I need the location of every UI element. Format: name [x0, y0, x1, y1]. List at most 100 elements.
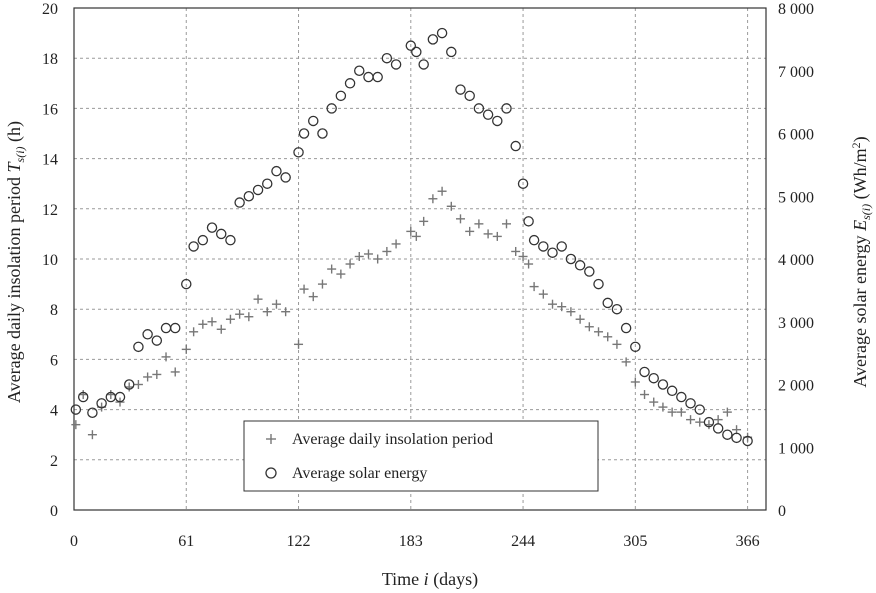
data-point-solar-energy [271, 165, 282, 177]
data-point-insolation [225, 314, 235, 324]
y-left-tick-label: 4 [50, 403, 58, 420]
legend-marker-plus [266, 434, 276, 444]
data-point-solar-energy [528, 234, 540, 246]
legend-label-insolation: Average daily insolation period [292, 431, 493, 448]
data-point-solar-energy [731, 432, 742, 444]
data-point-insolation [152, 369, 162, 379]
data-point-insolation [704, 420, 714, 430]
data-point-solar-energy [87, 407, 98, 418]
y-right-tick-label: 5 000 [778, 189, 814, 206]
data-point-insolation [411, 231, 421, 241]
data-point-solar-energy [523, 216, 534, 227]
data-point-insolation [294, 339, 304, 349]
data-point-solar-energy [517, 178, 529, 189]
data-point-insolation [189, 327, 199, 337]
x-tick-label: 244 [511, 533, 535, 550]
y-right-tick-label: 6 000 [778, 127, 814, 144]
data-point-solar-energy [160, 322, 172, 334]
x-tick-label: 305 [623, 533, 647, 550]
x-tick-label: 122 [287, 533, 311, 550]
data-point-insolation [428, 194, 438, 204]
data-point-solar-energy [96, 398, 107, 409]
data-point-insolation [345, 259, 355, 269]
data-point-insolation [271, 299, 281, 309]
data-point-solar-energy [574, 260, 586, 271]
data-point-insolation [216, 324, 226, 334]
x-tick-label: 366 [736, 533, 760, 550]
data-point-insolation [406, 226, 416, 236]
data-point-solar-energy [234, 197, 245, 208]
data-point-solar-energy [215, 228, 227, 240]
data-point-insolation [695, 417, 705, 427]
data-point-insolation [161, 352, 171, 362]
data-point-insolation [181, 344, 191, 354]
data-point-insolation [557, 302, 567, 312]
x-axis-title: Time i (days) [382, 569, 478, 590]
y-left-tick-label: 18 [42, 51, 58, 68]
data-point-insolation [548, 299, 558, 309]
data-point-solar-energy [492, 115, 503, 127]
data-point-solar-energy [464, 90, 475, 102]
data-point-insolation [446, 201, 456, 211]
y-left-axis-title: Average daily insolation period Ts(i) (h… [4, 121, 27, 403]
data-point-insolation [437, 186, 447, 196]
data-point-insolation [640, 390, 650, 400]
data-point-solar-energy [252, 184, 264, 196]
data-point-solar-energy [405, 40, 417, 51]
data-point-insolation [281, 307, 291, 317]
y-right-tick-label: 7 000 [778, 64, 814, 81]
data-point-solar-energy [676, 391, 687, 403]
data-point-solar-energy [722, 429, 733, 440]
y-left-tick-label: 8 [50, 302, 58, 319]
data-point-solar-energy [133, 341, 144, 353]
data-point-solar-energy [666, 385, 678, 397]
y-right-tick-label: 3 000 [778, 315, 814, 332]
data-point-solar-energy [648, 372, 659, 384]
plot-area-frame [73, 7, 767, 511]
data-point-insolation [71, 420, 81, 430]
data-point-solar-energy [363, 71, 374, 83]
data-point-insolation [538, 289, 548, 299]
y-left-tick-label: 2 [50, 453, 58, 470]
data-point-solar-energy [602, 297, 613, 309]
y-right-axis-title: Average solar energy Es(i) (Wh/m2) [849, 136, 873, 387]
data-point-insolation [594, 327, 604, 337]
data-point-insolation [455, 214, 465, 224]
data-point-insolation [235, 309, 245, 319]
x-axis-ticks: 0 61 122 183 244 305 366 [70, 533, 760, 550]
y-right-axis-ticks: 0 1 000 2 000 3 000 4 000 5 000 6 000 7 000 8 00… [778, 1, 814, 520]
data-point-solar-energy [261, 178, 273, 189]
data-point-solar-energy [70, 404, 82, 415]
data-point-insolation [373, 254, 383, 264]
data-point-insolation [308, 292, 318, 302]
data-point-solar-energy [565, 253, 577, 265]
data-point-insolation [363, 249, 373, 259]
legend-label-energy: Average solar energy [292, 465, 427, 482]
data-point-insolation [686, 415, 696, 425]
data-point-insolation [78, 390, 88, 400]
data-point-solar-energy [685, 398, 696, 409]
legend-marker-circle [265, 467, 277, 479]
data-point-solar-energy [243, 190, 255, 202]
data-point-solar-energy [169, 322, 181, 334]
data-point-solar-energy [298, 128, 310, 139]
data-point-insolation [649, 397, 659, 407]
data-point-insolation [87, 430, 97, 440]
data-point-solar-energy [418, 59, 429, 70]
data-point-solar-energy [372, 71, 383, 83]
data-point-solar-energy [436, 27, 448, 39]
y-left-tick-label: 12 [42, 202, 58, 219]
y-left-tick-label: 10 [42, 252, 58, 269]
data-point-solar-energy [317, 128, 328, 139]
data-point-insolation [713, 415, 723, 425]
data-point-solar-energy [538, 241, 549, 252]
data-point-solar-energy [639, 366, 650, 378]
data-point-solar-energy [584, 266, 595, 277]
data-point-insolation [483, 229, 493, 239]
data-point-solar-energy [335, 90, 347, 102]
data-point-solar-energy [694, 404, 705, 415]
data-point-solar-energy [197, 234, 209, 246]
y-left-tick-label: 16 [42, 101, 58, 118]
data-point-insolation [658, 402, 668, 412]
data-point-insolation [630, 377, 640, 387]
